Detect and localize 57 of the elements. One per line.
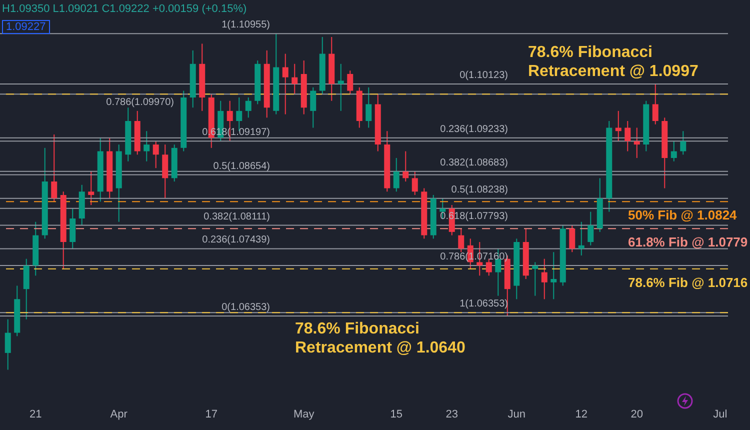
annotation: 0.382(1.08111) [204,211,270,222]
candlestick [88,170,94,206]
candlestick [4,318,11,370]
annotation: 0.382(1.08683) [440,157,508,168]
candlestick [310,86,316,128]
annotation: 78.6% Fibonacci Retracement @ 1.0640 [295,320,466,357]
annotation: 50% Fib @ 1.0824 [628,208,738,223]
x-tick-label: 20 [630,408,644,420]
annotation: 0.5(1.08238) [451,184,508,196]
candlestick [588,211,594,246]
candlestick [152,140,159,169]
candlestick [338,63,344,112]
candlestick [51,134,58,202]
annotation: 0.236(1.07439) [202,234,270,246]
x-tick-label: 17 [205,408,218,420]
annotation: 0(1.10123) [460,70,508,82]
x-tick-label: 21 [29,408,42,420]
candlestick [615,110,622,142]
annotation: 0.5(1.08654) [213,160,270,172]
candlestick [282,53,288,115]
candlestick [634,127,640,158]
text: 1(1.10955) [222,20,270,31]
annotation: 0.786(1.09970) [106,97,174,108]
x-tick-label: Jun [508,408,526,420]
candlestick [144,130,150,162]
candlestick [550,252,557,300]
candlestick [70,208,76,250]
x-tick-label: May [293,408,315,420]
candlestick [541,258,548,300]
x-tick-label: Apr [110,408,128,420]
candlestick [393,157,400,192]
text: H1.09350 L1.09021 C1.09222 +0.00159 (+0.15%) [2,3,247,15]
annotation: 78.6% Fibonacci Retracement @ 1.0997 [528,44,698,80]
x-tick-label: Jul [713,408,728,420]
candlestick [292,63,298,95]
annotation: 61.8% Fib @ 1.0779 [628,234,748,250]
x-tick-label: 23 [446,408,458,420]
candlestick [162,144,168,199]
candlestick [402,150,409,182]
candlestick [366,86,372,128]
text: 1.09227 [2,20,50,34]
candlestick [23,258,30,320]
annotation: 0(1.06353) [222,302,270,313]
candlestick [412,170,418,196]
candlestick [532,262,538,296]
annotation: 0.236(1.09233) [440,124,508,135]
candlestick [245,96,252,118]
candlestick [624,120,631,152]
candlestick [680,130,686,156]
candlestick [569,224,576,253]
candlestick [652,84,658,125]
x-tick-label: 12 [575,408,588,420]
candlestick [347,70,354,95]
x-tick-label: 15 [390,408,402,420]
annotation: 78.6% Fib @ 1.0716 [628,274,748,290]
candlestick [458,228,464,253]
candlestick [670,140,677,162]
